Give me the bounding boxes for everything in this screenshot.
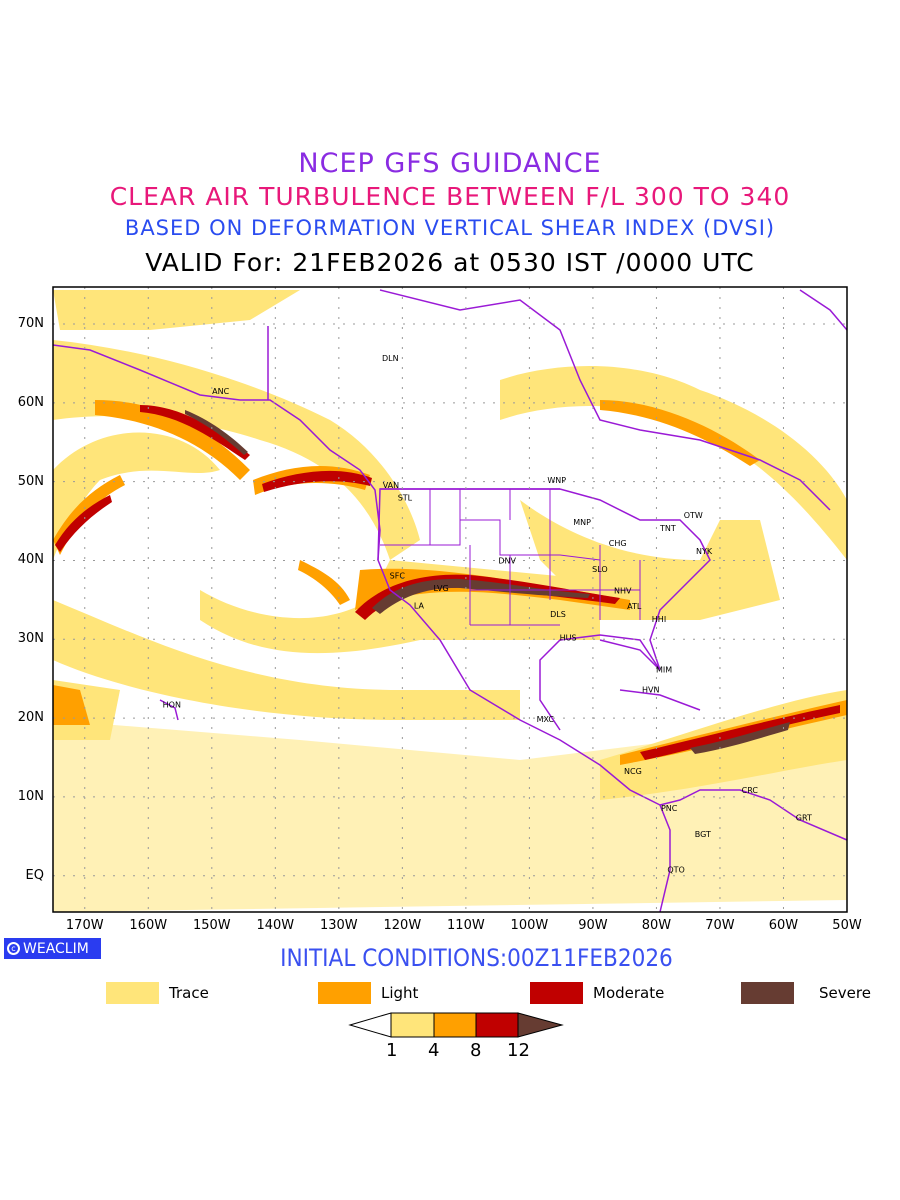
longitude-label: 100W xyxy=(510,918,549,933)
longitude-label: 160W xyxy=(129,918,168,933)
copyright-icon: c xyxy=(7,942,20,955)
legend-light: Light xyxy=(318,982,418,1004)
colorbar-moderate xyxy=(475,1012,519,1038)
colorbar-label: 4 xyxy=(428,1040,440,1061)
city-label: HVN xyxy=(642,686,659,695)
city-label: BGT xyxy=(695,830,711,839)
latitude-label: 60N xyxy=(17,394,44,410)
legend-label: Trace xyxy=(169,984,209,1002)
latitude-label: EQ xyxy=(25,867,44,883)
legend-label: Moderate xyxy=(593,984,665,1002)
longitude-label: 120W xyxy=(383,918,422,933)
latitude-label: 10N xyxy=(17,788,44,804)
city-label: DLN xyxy=(382,354,399,363)
initial-conditions: INITIAL CONDITIONS:00Z11FEB2026 xyxy=(280,944,673,972)
city-label: VAN xyxy=(383,481,399,490)
city-label: SFC xyxy=(390,571,406,580)
title-valid-time: VALID For: 21FEB2026 at 0530 IST /0000 U… xyxy=(145,248,755,277)
city-label: MNP xyxy=(573,518,591,527)
severe-areas xyxy=(185,410,790,754)
legend-moderate: Moderate xyxy=(530,982,664,1004)
longitude-label: 50W xyxy=(832,918,862,933)
city-label: CHG xyxy=(609,539,627,548)
longitude-label: 60W xyxy=(768,918,799,933)
colorbar-trace xyxy=(390,1012,435,1038)
latitude-label: 20N xyxy=(17,710,44,726)
longitude-label: 70W xyxy=(705,918,735,933)
colorbar-label: 8 xyxy=(470,1040,482,1061)
longitude-label: 170W xyxy=(65,918,104,933)
city-label: DNV xyxy=(498,556,516,565)
city-label: OTW xyxy=(684,511,703,520)
city-label: HON xyxy=(163,701,181,710)
city-label: SLO xyxy=(592,565,608,574)
colorbar-severe xyxy=(517,1012,564,1038)
city-label: QTO xyxy=(667,865,684,874)
map-frame xyxy=(52,286,848,913)
city-label: HUS xyxy=(560,634,577,643)
city-label: NCG xyxy=(624,767,642,776)
city-label: NYK xyxy=(696,547,713,556)
legend-label: Light xyxy=(381,984,419,1002)
latitude-label: 70N xyxy=(17,316,44,332)
colorbar-light xyxy=(433,1012,477,1038)
city-label: ATL xyxy=(627,602,642,611)
city-label: ANC xyxy=(212,387,229,396)
graticule xyxy=(53,287,848,912)
weaclim-label: WEACLIM xyxy=(23,940,89,957)
city-label: PNC xyxy=(661,804,678,813)
longitude-label: 130W xyxy=(319,918,358,933)
state-boundaries xyxy=(380,489,641,626)
legend-swatch xyxy=(530,982,583,1004)
title-method: BASED ON DEFORMATION VERTICAL SHEAR INDE… xyxy=(124,216,776,240)
city-label: MIM xyxy=(656,665,672,674)
legend-severe: Severe xyxy=(741,982,871,1004)
city-label: TNT xyxy=(659,524,676,533)
latitude-label: 30N xyxy=(17,631,44,647)
longitude-label: 110W xyxy=(447,918,485,933)
city-label: GRT xyxy=(796,813,812,822)
colorbar-under xyxy=(348,1012,392,1038)
city-label: CRC xyxy=(742,786,759,795)
city-label: MXC xyxy=(537,715,555,724)
longitude-label: 140W xyxy=(256,918,295,933)
colorbar-label: 12 xyxy=(507,1040,530,1061)
city-label: DLS xyxy=(550,610,566,619)
city-label: HHI xyxy=(652,615,666,624)
title-model: NCEP GFS GUIDANCE xyxy=(298,148,602,179)
legend-label: Severe xyxy=(819,984,871,1002)
city-label: STL xyxy=(398,493,413,502)
city-labels: ANC DLN VAN STL WNP MNP OTW TNT CHG NYK DNV SFC LVG L… xyxy=(163,354,812,875)
longitude-label: 150W xyxy=(192,918,231,933)
city-label: NHV xyxy=(614,586,632,595)
legend-swatch xyxy=(318,982,371,1004)
turbulence-field xyxy=(53,290,847,912)
title-product: CLEAR AIR TURBULENCE BETWEEN F/L 300 TO … xyxy=(109,182,791,211)
latitude-label: 50N xyxy=(17,473,44,489)
city-label: WNP xyxy=(547,476,566,485)
legend-trace: Trace xyxy=(106,982,209,1004)
colorbar-label: 1 xyxy=(386,1040,398,1061)
longitude-label: 80W xyxy=(641,918,672,933)
latitude-label: 40N xyxy=(17,552,44,568)
legend-swatch xyxy=(741,982,794,1004)
longitude-label: 90W xyxy=(578,918,608,933)
city-label: LA xyxy=(414,601,425,610)
weaclim-logo: c WEACLIM xyxy=(4,938,101,959)
legend-swatch xyxy=(106,982,159,1004)
colorbar xyxy=(348,1012,564,1038)
city-label: LVG xyxy=(433,584,448,593)
